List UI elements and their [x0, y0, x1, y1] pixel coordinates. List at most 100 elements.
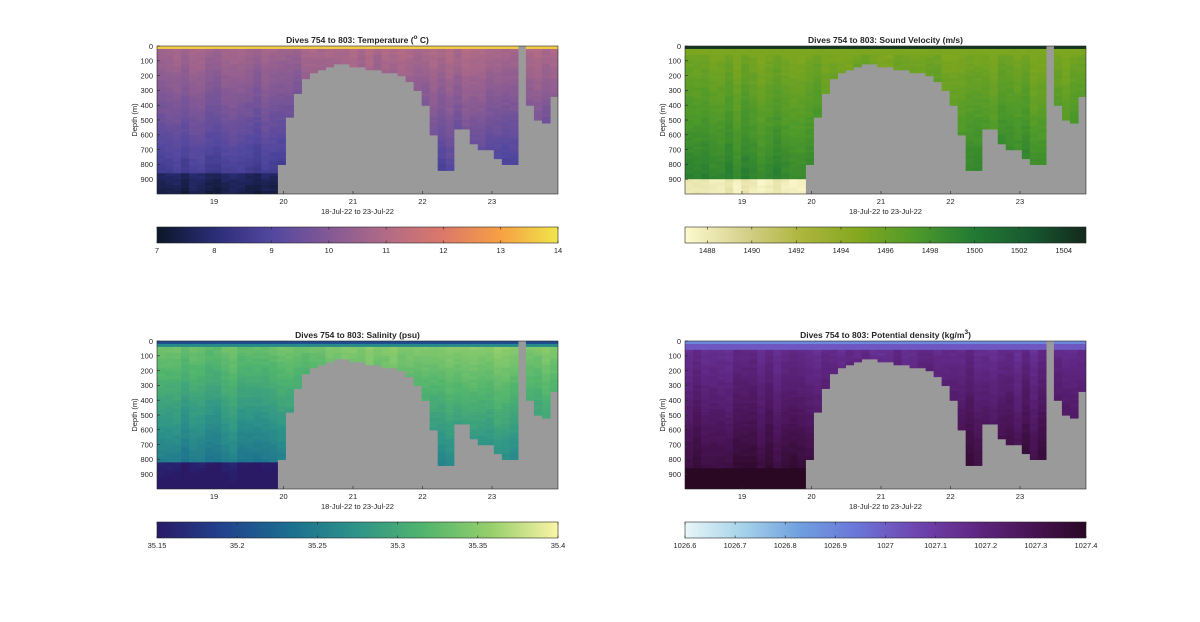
heatmap-cell: [445, 382, 455, 386]
heatmap-cell: [157, 346, 166, 351]
heatmap-cell: [261, 391, 270, 395]
heatmap-cell: [229, 108, 238, 112]
heatmap-cell: [413, 382, 423, 386]
heatmap-cell: [189, 134, 198, 139]
heatmap-cell: [197, 54, 206, 59]
y-tick-label: 200: [140, 71, 153, 80]
heatmap-cell: [789, 63, 798, 68]
heatmap-cell: [405, 349, 415, 354]
heatmap-cell: [245, 453, 254, 458]
heatmap-cell: [701, 346, 710, 351]
heatmap-cell: [509, 158, 519, 163]
heatmap-cell: [157, 179, 166, 183]
heatmap-cell: [765, 48, 774, 53]
heatmap-cell: [765, 72, 774, 77]
heatmap-cell: [789, 128, 798, 133]
heatmap-cell: [181, 108, 190, 112]
heatmap-cell: [381, 355, 391, 360]
heatmap-cell: [205, 158, 214, 163]
heatmap-cell: [381, 361, 391, 366]
heatmap-cell: [181, 164, 190, 168]
heatmap-cell: [173, 111, 182, 115]
heatmap-cell: [245, 96, 254, 100]
heatmap-cell: [501, 447, 511, 452]
heatmap-cell: [157, 149, 166, 154]
heatmap-cell: [173, 447, 182, 452]
heatmap-cell: [709, 394, 718, 398]
heatmap-cell: [501, 48, 511, 53]
heatmap-cell: [389, 54, 399, 59]
heatmap-cell: [709, 364, 718, 369]
heatmap-cell: [765, 57, 774, 62]
heatmap-cell: [693, 105, 702, 109]
heatmap-cell: [253, 158, 262, 163]
heatmap-cell: [277, 382, 286, 386]
heatmap-cell: [1021, 140, 1031, 145]
heatmap-cell: [269, 346, 278, 351]
heatmap-cell: [541, 90, 551, 94]
heatmap-cell: [501, 69, 511, 74]
heatmap-cell: [1013, 108, 1023, 112]
colorbar-tick-label: 35.3: [390, 541, 405, 550]
heatmap-cell: [445, 90, 455, 94]
heatmap-cell: [437, 81, 447, 86]
heatmap-cell: [181, 415, 190, 419]
heatmap-cell: [725, 409, 734, 413]
heatmap-cell: [269, 364, 278, 369]
heatmap-cell: [733, 158, 742, 163]
heatmap-cell: [237, 161, 246, 165]
heatmap-cell: [173, 69, 182, 74]
heatmap-cell: [717, 465, 726, 469]
heatmap-cell: [245, 63, 254, 68]
heatmap-cell: [509, 373, 519, 378]
heatmap-cell: [1029, 137, 1039, 142]
heatmap-cell: [1077, 46, 1086, 50]
heatmap-cell: [797, 96, 806, 100]
heatmap-cell: [461, 394, 471, 398]
heatmap-cell: [957, 114, 967, 118]
heatmap-cell: [237, 477, 246, 481]
heatmap-cell: [797, 75, 806, 80]
heatmap-cell: [733, 370, 742, 375]
heatmap-cell: [725, 420, 734, 425]
heatmap-cell: [157, 173, 166, 177]
heatmap-cell: [221, 412, 230, 416]
heatmap-cell: [165, 182, 174, 186]
heatmap-cell: [461, 96, 471, 100]
heatmap-cell: [237, 131, 246, 136]
heatmap-cell: [709, 465, 718, 469]
heatmap-cell: [261, 435, 270, 440]
heatmap-cell: [701, 486, 710, 489]
heatmap-cell: [237, 358, 246, 363]
heatmap-cell: [493, 444, 503, 449]
heatmap-cell: [269, 358, 278, 363]
heatmap-cell: [229, 66, 238, 71]
heatmap-cell: [1021, 69, 1031, 74]
heatmap-cell: [277, 346, 286, 351]
heatmap-cell: [397, 364, 407, 369]
heatmap-cell: [717, 429, 726, 434]
heatmap-cell: [501, 426, 511, 431]
heatmap-cell: [749, 63, 758, 68]
y-tick-label: 600: [140, 131, 153, 140]
heatmap-cell: [221, 349, 230, 354]
heatmap-cell: [709, 412, 718, 416]
heatmap-cell: [989, 117, 999, 121]
heatmap-cell: [269, 155, 278, 160]
heatmap-cell: [229, 155, 238, 160]
heatmap-cell: [685, 420, 694, 425]
heatmap-cell: [229, 173, 238, 177]
heatmap-cell: [189, 382, 198, 386]
heatmap-cell: [781, 57, 790, 62]
heatmap-cell: [797, 120, 806, 124]
heatmap-cell: [829, 60, 838, 65]
heatmap-cell: [229, 179, 238, 183]
heatmap-cell: [349, 346, 359, 351]
heatmap-cell: [389, 358, 399, 363]
heatmap-cell: [709, 438, 718, 443]
heatmap-cell: [501, 376, 511, 381]
heatmap-cell: [213, 358, 222, 363]
heatmap-cell: [205, 388, 214, 392]
heatmap-cell: [1021, 57, 1031, 62]
heatmap-cell: [229, 417, 238, 422]
